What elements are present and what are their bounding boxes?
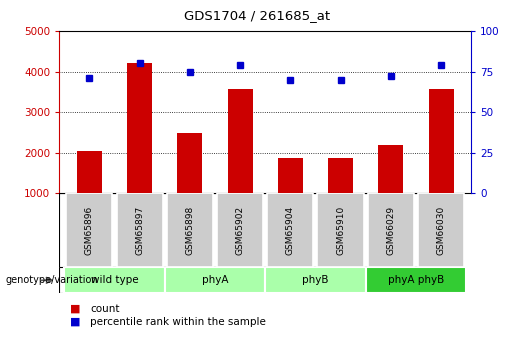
Bar (317, 193, 364, 267)
Bar (265, 267, 366, 293)
Bar (177, 133, 202, 193)
Text: GSM65896: GSM65896 (85, 206, 94, 255)
Bar (366, 267, 466, 293)
Bar (267, 193, 314, 267)
Bar (368, 193, 414, 267)
Text: phyB: phyB (302, 275, 329, 285)
Text: GSM66029: GSM66029 (386, 206, 396, 255)
Text: genotype/variation: genotype/variation (5, 275, 98, 285)
Text: GSM65904: GSM65904 (286, 206, 295, 255)
Text: phyA phyB: phyA phyB (388, 275, 444, 285)
Text: GSM65897: GSM65897 (135, 206, 144, 255)
Bar (66, 193, 112, 267)
Text: ■: ■ (70, 317, 80, 326)
Bar (418, 193, 464, 267)
Text: GDS1704 / 261685_at: GDS1704 / 261685_at (184, 9, 331, 22)
Bar (77, 151, 102, 193)
Bar (328, 158, 353, 193)
Bar (278, 158, 303, 193)
Text: phyA: phyA (202, 275, 228, 285)
Text: GSM66030: GSM66030 (437, 206, 445, 255)
Bar (64, 267, 165, 293)
Text: GSM65902: GSM65902 (235, 206, 245, 255)
Text: wild type: wild type (91, 275, 139, 285)
Bar (379, 145, 403, 193)
Bar (127, 63, 152, 193)
Bar (428, 89, 454, 193)
Bar (165, 267, 265, 293)
Text: GSM65898: GSM65898 (185, 206, 194, 255)
Text: ■: ■ (70, 304, 80, 314)
Bar (116, 193, 163, 267)
Text: percentile rank within the sample: percentile rank within the sample (90, 317, 266, 326)
Bar (217, 193, 263, 267)
Text: count: count (90, 304, 119, 314)
Text: GSM65910: GSM65910 (336, 206, 345, 255)
Bar (228, 89, 253, 193)
Bar (167, 193, 213, 267)
